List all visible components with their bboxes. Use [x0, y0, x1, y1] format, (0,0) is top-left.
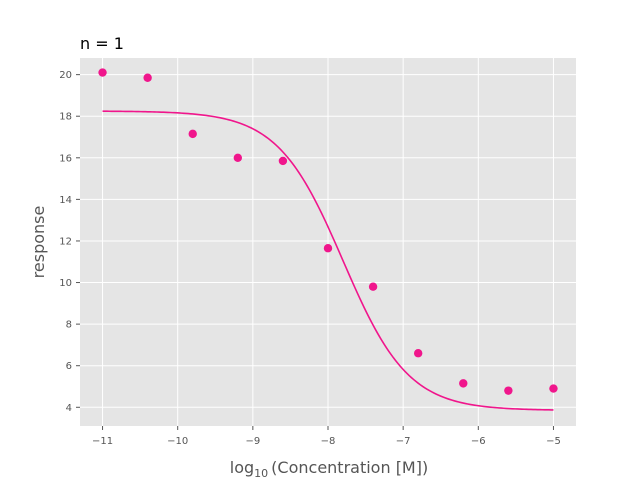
data-point — [278, 156, 288, 166]
y-tick-label: 14 — [59, 195, 72, 206]
y-tick-label: 10 — [59, 278, 72, 289]
data-point — [233, 153, 243, 162]
x-axis-label-sub: 10 — [254, 467, 268, 480]
x-axis-ticks: −11 −10 −9 −8 −7 −6 −5 — [92, 426, 561, 447]
y-tick-label: 20 — [59, 70, 72, 81]
y-tick-label: 6 — [66, 361, 72, 372]
y-axis-ticks: 4 6 8 10 12 14 16 18 20 — [59, 70, 80, 414]
y-tick-label: 8 — [66, 320, 72, 331]
x-axis-label-rest: (Concentration [M]) — [271, 458, 428, 477]
y-tick-label: 12 — [59, 236, 72, 247]
data-point — [368, 282, 378, 291]
x-axis-label-main: log — [230, 458, 254, 477]
fit-curve — [102, 110, 554, 411]
grid — [80, 58, 576, 426]
data-point — [143, 73, 152, 82]
y-axis-label: response — [29, 206, 48, 279]
data-point — [549, 384, 558, 393]
y-tick-label: 16 — [59, 153, 72, 164]
data-point — [323, 244, 333, 253]
x-tick-label: −5 — [546, 436, 561, 447]
data-point — [459, 379, 468, 388]
x-tick-label: −6 — [471, 436, 486, 447]
data-point — [98, 68, 107, 77]
x-tick-label: −11 — [92, 436, 113, 447]
x-tick-label: −7 — [396, 436, 411, 447]
fit-curve-line — [102, 110, 554, 411]
x-tick-label: −9 — [245, 436, 260, 447]
data-points — [98, 68, 558, 395]
y-tick-label: 18 — [59, 112, 72, 123]
x-tick-label: −10 — [167, 436, 188, 447]
y-tick-label: 4 — [66, 403, 72, 414]
data-point — [504, 386, 513, 395]
x-tick-label: −8 — [321, 436, 336, 447]
x-axis-label: log10 (Concentration [M]) — [230, 458, 428, 480]
chart-title: n = 1 — [80, 34, 124, 53]
data-point — [413, 349, 423, 358]
data-point — [188, 129, 197, 139]
